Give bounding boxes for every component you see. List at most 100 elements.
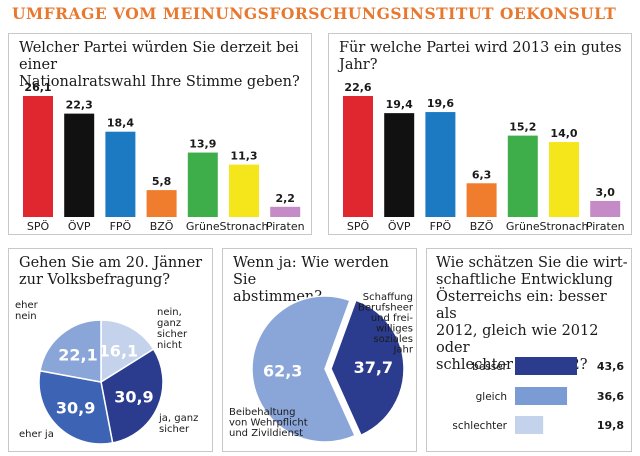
panel-gutes-jahr: Für welche Partei wird 2013 ein gutes Ja… — [328, 33, 632, 235]
pie-slice — [38, 369, 114, 445]
category-label: SPÖ — [347, 220, 370, 233]
panel-title-line: Nationalratswahl Ihre Stimme geben? — [19, 74, 300, 90]
category-label: BZÖ — [470, 220, 494, 233]
bar-chart-nationalratswahl: 26,1 SPÖ 22,3 ÖVP 18,4 FPÖ 5,8 BZÖ 13,9 Grüne 11,3… — [23, 81, 305, 233]
slice-label-beibehaltung: und Zivildienst — [229, 428, 303, 439]
panel-title: Für welche Partei wird 2013 ein gutes Ja… — [339, 40, 631, 74]
slice-label-ja-ganz-sicher: ja, ganz — [158, 413, 198, 424]
slice-label-schaffung: williges — [376, 324, 413, 335]
slice-label-nein-ganz-sicher-nicht: nicht — [157, 340, 182, 351]
bar — [270, 206, 301, 217]
category-label: ÖVP — [388, 220, 411, 233]
pie-slice — [330, 299, 405, 437]
bar-value-label: 11,3 — [230, 150, 257, 163]
bar-value-label: 26,1 — [24, 81, 51, 94]
bar — [343, 96, 373, 217]
bar — [105, 131, 136, 217]
bar — [466, 183, 497, 217]
category-label: FPÖ — [430, 220, 452, 233]
bar-value-label: 5,8 — [152, 175, 172, 188]
category-label: Stronach — [219, 220, 268, 233]
slice-label-nein-ganz-sicher-nicht: sicher — [157, 329, 188, 340]
pie-slice — [100, 348, 164, 444]
panel-title-line: Wie schätzen Sie die wirt- — [436, 255, 628, 271]
slice-label-schaffung: Schaffung — [363, 292, 413, 303]
panel-title-line: Für welche Partei wird 2013 ein gutes Ja… — [339, 40, 622, 73]
slice-label-schaffung: Berufsheer — [358, 303, 414, 314]
hbar — [515, 387, 568, 405]
panel-volksbefragung: Gehen Sie am 20. Jänner zur Volksbefragu… — [8, 248, 213, 452]
bar — [384, 113, 415, 217]
bar-value-label: 2,2 — [275, 192, 295, 205]
panel-title: Welcher Partei würden Sie derzeit bei ei… — [19, 40, 311, 91]
category-label: Grüne — [186, 220, 220, 233]
panel-title-line: Wenn ja: Wie werden Sie — [233, 255, 389, 288]
pie-value-label: 22,1 — [58, 345, 97, 364]
category-label: Grüne — [506, 220, 540, 233]
slice-label-schaffung: soziales — [373, 334, 413, 345]
category-label: BZÖ — [150, 220, 174, 233]
slice-label-schaffung: Jahr — [392, 345, 413, 356]
bar — [187, 152, 218, 217]
bar — [425, 112, 456, 217]
bar-value-label: 19,4 — [386, 98, 413, 111]
bar — [229, 164, 259, 217]
category-label: ÖVP — [68, 220, 91, 233]
panel-title-line: Österreichs ein: besser als — [436, 289, 607, 322]
pie-value-label: 30,9 — [56, 399, 95, 418]
slice-label-beibehaltung: Beibehaltung — [229, 407, 295, 418]
bar-value-label: 19,6 — [427, 97, 454, 110]
bar-value-label: 13,9 — [189, 138, 216, 151]
bar-value-label: 3,0 — [595, 186, 615, 199]
hbar — [515, 357, 577, 375]
panel-title-line: Gehen Sie am 20. Jänner — [19, 255, 203, 271]
slice-label-ja-ganz-sicher: sicher — [159, 424, 190, 435]
category-label: FPÖ — [110, 220, 132, 233]
panel-title-line: zur Volksbefragung? — [19, 272, 171, 288]
panel-title: Wie schätzen Sie die wirt- schaftliche E… — [436, 255, 631, 374]
bar-value-label: 22,3 — [66, 99, 93, 112]
slice-label-nein-ganz-sicher-nicht: nein, — [157, 307, 182, 318]
pie-value-label: 16,1 — [99, 342, 138, 361]
bar-value-label: 14,0 — [550, 127, 577, 140]
hbar-value-label: 36,6 — [597, 390, 624, 403]
bar — [590, 200, 621, 217]
panel-abstimmen: Wenn ja: Wie werden Sie abstimmen? 37,7 6… — [222, 248, 417, 452]
bar-value-label: 15,2 — [509, 121, 536, 134]
category-label: Piraten — [266, 220, 305, 233]
hbar — [515, 416, 544, 434]
panel-title: Gehen Sie am 20. Jänner zur Volksbefragu… — [19, 255, 202, 289]
slice-label-schaffung: und frei- — [371, 313, 414, 324]
category-label: besser — [472, 361, 508, 373]
category-label: SPÖ — [27, 220, 50, 233]
slice-label-eher-nein: eher — [15, 300, 39, 311]
bar — [64, 113, 95, 217]
slice-label-eher-nein: nein — [15, 311, 37, 322]
bar — [146, 190, 177, 217]
category-label: Stronach — [539, 220, 588, 233]
pie-slice — [100, 319, 155, 384]
pie-slice — [251, 295, 357, 443]
panel-title-line: 2012, gleich wie 2012 oder — [436, 323, 599, 356]
hbar-value-label: 43,6 — [597, 360, 624, 373]
slice-label-eher-ja: eher ja — [19, 429, 54, 440]
bar — [507, 135, 538, 217]
category-label: Piraten — [586, 220, 625, 233]
pie-value-label: 37,7 — [354, 358, 393, 377]
panel-title-line: Welcher Partei würden Sie derzeit bei ei… — [19, 40, 299, 73]
bar-value-label: 6,3 — [472, 168, 492, 181]
panel-title-line: schaftliche Entwicklung — [436, 272, 613, 288]
slice-label-nein-ganz-sicher-nicht: ganz — [157, 318, 181, 329]
bar — [549, 142, 579, 217]
page-title: UMFRAGE VOM MEINUNGSFORSCHUNGSINSTITUT O… — [12, 4, 617, 23]
bar-value-label: 22,6 — [344, 81, 371, 94]
bar — [23, 96, 53, 217]
hbar-value-label: 19,8 — [597, 419, 624, 432]
panel-nationalratswahl: Welcher Partei würden Sie derzeit bei ei… — [8, 33, 312, 235]
hbar-chart-wirtschaft: besser 43,6 gleich 36,6 schlechter 19,8 — [452, 357, 624, 434]
category-label: gleich — [476, 391, 507, 403]
pie-slice — [39, 319, 102, 383]
bar-chart-gutes-jahr: 22,6 SPÖ 19,4 ÖVP 19,6 FPÖ 6,3 BZÖ 15,2 Grüne 14,0… — [343, 81, 625, 233]
